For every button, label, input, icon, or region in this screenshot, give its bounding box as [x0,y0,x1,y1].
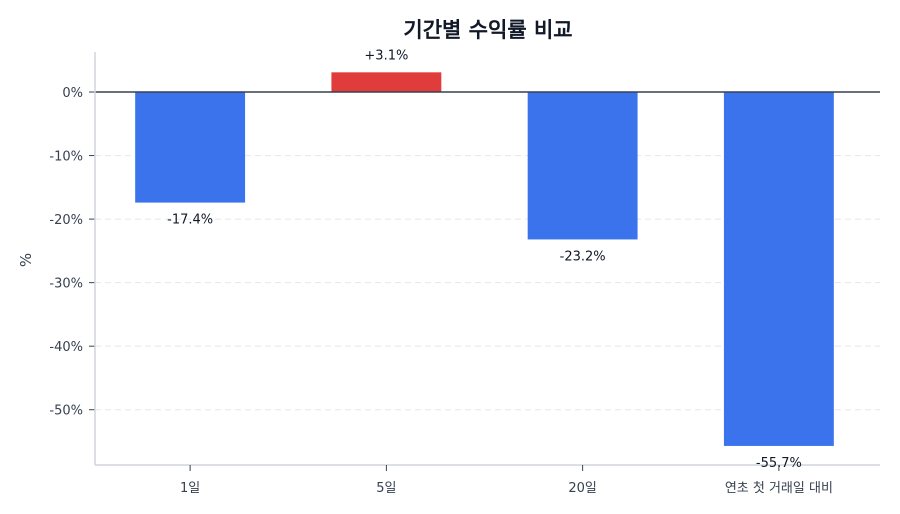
bar-value-label: +3.1% [364,48,408,63]
y-tick-label: -50% [49,404,83,419]
y-tick-label: -30% [49,277,83,292]
bar-value-label: -23.2% [560,249,606,264]
x-axis-ticks: 1일 5일 20일 연초 첫 거래일 대비 [180,465,833,496]
bar [527,92,638,240]
chart-title: 기간별 수익률 비교 [403,18,572,42]
bar [723,92,834,446]
y-tick-label: -20% [49,213,83,228]
x-tick-label: 1일 [180,481,200,496]
bar-value-label: -55.7% [756,456,802,471]
y-tick-label: 0% [62,86,83,101]
bar-value-labels: -17.4% +3.1% -23.2% -55.7% [167,48,802,471]
bars [135,72,834,446]
y-axis-label: % [17,253,35,267]
bar [331,72,442,93]
x-tick-label: 연초 첫 거래일 대비 [725,481,833,496]
bar-value-label: -17.4% [167,213,213,228]
x-tick-label: 20일 [568,481,597,496]
y-axis-ticks: 0% -10% -20% -30% -40% -50% [49,86,95,419]
bar [135,92,246,203]
x-tick-label: 5일 [376,481,396,496]
y-tick-label: -40% [49,340,83,355]
y-tick-label: -10% [49,150,83,165]
